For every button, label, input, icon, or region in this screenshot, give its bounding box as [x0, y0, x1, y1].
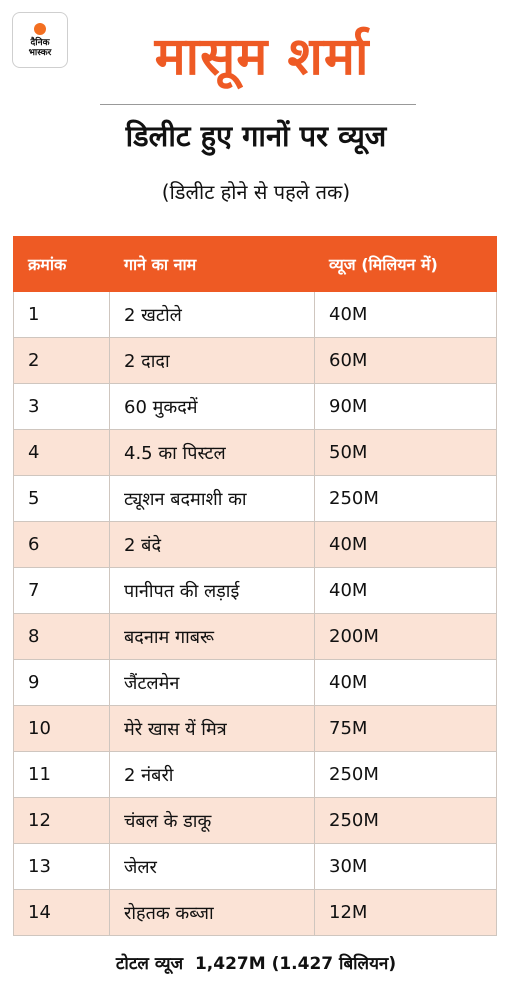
cell-serial: 2 [13, 337, 110, 384]
cell-serial: 1 [13, 291, 110, 338]
table-row: 8 बदनाम गाबरू 200M [13, 613, 497, 660]
table-row: 9 जैंटलमेन 40M [13, 659, 497, 706]
page-subtitle: डिलीट हुए गानों पर व्यूज [125, 119, 387, 153]
logo: दैनिक भास्कर [12, 12, 68, 68]
cell-song-name: मेरे खास यें मित्र [109, 705, 315, 752]
logo-line-2: भास्कर [28, 47, 52, 58]
cell-views: 40M [314, 291, 497, 338]
cell-song-name: जेलर [109, 843, 315, 890]
cell-serial: 8 [13, 613, 110, 660]
cell-views: 250M [314, 751, 497, 798]
total-views: टोटल व्यूज 1,427M (1.427 बिलियन) [0, 950, 512, 978]
cell-song-name: 2 दादा [109, 337, 315, 384]
cell-song-name: 2 खटोले [109, 291, 315, 338]
cell-song-name: चंबल के डाकू [109, 797, 315, 844]
cell-serial: 12 [13, 797, 110, 844]
cell-song-name: 60 मुकदमें [109, 383, 315, 430]
logo-line-1: दैनिक [30, 37, 50, 48]
table-row: 11 2 नंबरी 250M [13, 751, 497, 798]
cell-song-name: जैंटलमेन [109, 659, 315, 706]
cell-song-name: पानीपत की लड़ाई [109, 567, 315, 614]
cell-serial: 9 [13, 659, 110, 706]
header-song-name: गाने का नाम [109, 236, 315, 292]
table-row: 14 रोहतक कब्जा 12M [13, 889, 497, 936]
table-row: 5 ट्यूशन बदमाशी का 250M [13, 475, 497, 522]
cell-views: 60M [314, 337, 497, 384]
table-row: 10 मेरे खास यें मित्र 75M [13, 705, 497, 752]
cell-serial: 14 [13, 889, 110, 936]
page-title: मासूम शर्मा [154, 27, 370, 87]
cell-serial: 4 [13, 429, 110, 476]
title-divider [100, 104, 416, 105]
cell-song-name: रोहतक कब्जा [109, 889, 315, 936]
table-row: 7 पानीपत की लड़ाई 40M [13, 567, 497, 614]
logo-dot-icon [34, 22, 46, 35]
cell-views: 40M [314, 567, 497, 614]
table-row: 13 जेलर 30M [13, 843, 497, 890]
cell-views: 12M [314, 889, 497, 936]
cell-serial: 5 [13, 475, 110, 522]
cell-views: 250M [314, 475, 497, 522]
cell-serial: 13 [13, 843, 110, 890]
cell-views: 250M [314, 797, 497, 844]
cell-song-name: 2 नंबरी [109, 751, 315, 798]
cell-song-name: बदनाम गाबरू [109, 613, 315, 660]
cell-views: 90M [314, 383, 497, 430]
header-serial: क्रमांक [13, 236, 110, 292]
cell-song-name: ट्यूशन बदमाशी का [109, 475, 315, 522]
header-views: व्यूज (मिलियन में) [314, 236, 497, 292]
cell-views: 75M [314, 705, 497, 752]
subtitle-note: (डिलीट होने से पहले तक) [161, 180, 351, 204]
total-label: टोटल व्यूज [115, 954, 184, 974]
cell-views: 40M [314, 521, 497, 568]
table-header-row: क्रमांक गाने का नाम व्यूज (मिलियन में) [13, 236, 497, 292]
views-table: क्रमांक गाने का नाम व्यूज (मिलियन में) 1… [13, 236, 497, 936]
cell-serial: 11 [13, 751, 110, 798]
cell-views: 30M [314, 843, 497, 890]
table-row: 4 4.5 का पिस्टल 50M [13, 429, 497, 476]
cell-views: 40M [314, 659, 497, 706]
cell-serial: 6 [13, 521, 110, 568]
cell-song-name: 2 बंदे [109, 521, 315, 568]
cell-views: 200M [314, 613, 497, 660]
cell-song-name: 4.5 का पिस्टल [109, 429, 315, 476]
cell-serial: 3 [13, 383, 110, 430]
table-row: 3 60 मुकदमें 90M [13, 383, 497, 430]
cell-serial: 7 [13, 567, 110, 614]
cell-serial: 10 [13, 705, 110, 752]
table-row: 12 चंबल के डाकू 250M [13, 797, 497, 844]
total-value: 1,427M (1.427 बिलियन) [194, 954, 397, 974]
cell-views: 50M [314, 429, 497, 476]
